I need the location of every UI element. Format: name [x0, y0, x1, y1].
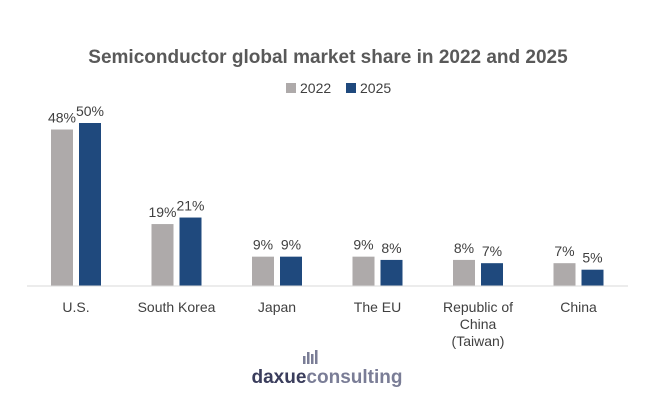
data-label-2022-1: 19%: [148, 204, 176, 220]
bar-2022-5: [553, 263, 576, 286]
logo-bar-1: [303, 356, 306, 364]
data-label-2025-1: 21%: [176, 198, 204, 214]
category-label-1-line-0: South Korea: [138, 299, 216, 315]
category-label-4-line-2: (Taiwan): [452, 333, 505, 349]
data-label-2022-2: 9%: [253, 237, 273, 253]
bar-2025-1: [179, 217, 202, 286]
bar-2025-5: [581, 269, 604, 286]
logo-bar-2: [307, 352, 310, 364]
category-label-4-line-0: Republic of: [443, 299, 513, 315]
logo-bar-3: [311, 354, 314, 364]
bar-2025-2: [280, 256, 302, 286]
legend: 2022 2025: [286, 80, 391, 96]
bars-group: [51, 123, 604, 286]
logo-text-daxue: daxue: [252, 367, 307, 388]
data-label-2025-0: 50%: [76, 103, 104, 119]
logo-bar-4: [315, 350, 318, 364]
bar-2025-4: [481, 263, 503, 286]
logo-text: daxueconsulting: [252, 367, 403, 388]
legend-label-2025: 2025: [360, 80, 391, 96]
data-label-2022-0: 48%: [48, 110, 76, 126]
data-label-2025-3: 8%: [381, 240, 401, 256]
bar-2022-0: [51, 129, 73, 286]
category-labels-group: U.S. South Korea Japan The EU Republic ofChi…: [62, 299, 597, 349]
bar-2025-0: [79, 123, 101, 286]
bar-2022-4: [453, 259, 475, 286]
category-label-2-line-0: Japan: [258, 299, 296, 315]
data-label-2022-4: 8%: [454, 240, 474, 256]
daxue-consulting-logo: daxueconsulting: [252, 350, 403, 388]
chart-title: Semiconductor global market share in 202…: [88, 47, 568, 68]
logo-text-consulting: consulting: [306, 367, 402, 388]
legend-swatch-2022: [286, 83, 296, 93]
data-label-2025-2: 9%: [281, 237, 301, 253]
data-label-2022-5: 7%: [554, 243, 574, 259]
bar-2022-3: [352, 256, 375, 286]
category-label-0-line-0: U.S.: [62, 299, 89, 315]
legend-label-2022: 2022: [300, 80, 331, 96]
data-label-2025-4: 7%: [482, 243, 502, 259]
bar-2022-2: [252, 256, 274, 286]
data-label-2022-3: 9%: [353, 237, 373, 253]
category-label-4-line-1: China: [460, 316, 497, 332]
data-label-2025-5: 5%: [582, 250, 602, 266]
bar-2022-1: [151, 224, 174, 286]
bar-2025-3: [380, 259, 403, 286]
legend-swatch-2025: [346, 83, 356, 93]
data-labels-group: 48% 50% 19% 21% 9% 9% 9% 8% 8% 7% 7% 5%: [48, 103, 603, 266]
category-label-3-line-0: The EU: [354, 299, 401, 315]
category-label-5-line-0: China: [560, 299, 597, 315]
